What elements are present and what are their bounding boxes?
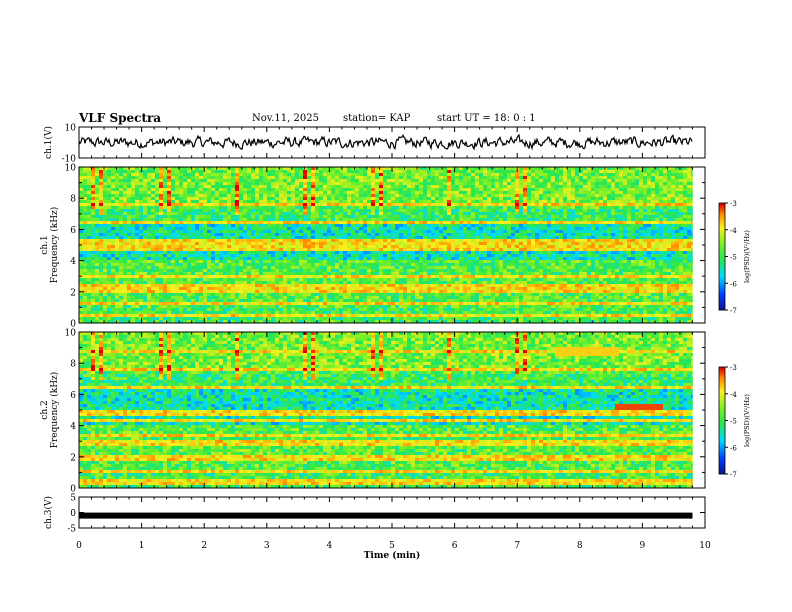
xaxis-tick-label: 8 xyxy=(577,541,583,551)
ch1-spectrogram-ylabel-channel: ch.1 xyxy=(40,235,50,254)
figure-title: VLF Spectra xyxy=(79,111,162,125)
ch1-spectrogram-image xyxy=(79,167,693,324)
ch2-spectrogram-ylabel-frequency: Frequency (kHz) xyxy=(49,372,60,449)
ch2-spectrogram-colorbar-tick-label: -7 xyxy=(730,471,737,479)
ch1-spectrogram-colorbar-tick-label: -6 xyxy=(730,280,737,288)
ch2-spectrogram-colorbar-tick-label: -4 xyxy=(730,391,737,399)
ch2-spectrogram-ytick-label: 2 xyxy=(70,453,76,463)
xaxis-tick-label: 10 xyxy=(699,541,711,551)
ch1-spectrogram-colorbar-tick-label: -7 xyxy=(730,307,737,315)
station-label: station= KAP xyxy=(343,113,411,124)
ch2-spectrogram-colorbar-tick-label: -6 xyxy=(730,444,737,452)
xaxis-tick-label: 2 xyxy=(201,541,207,551)
xaxis-tick-label: 4 xyxy=(327,541,333,551)
ch1-spectrogram-colorbar-tick-label: -3 xyxy=(730,200,737,208)
date-label: Nov.11, 2025 xyxy=(252,113,319,124)
xaxis-tick-label: 0 xyxy=(76,541,82,551)
ch2-spectrogram-colorbar xyxy=(719,367,725,475)
xaxis-tick-label: 6 xyxy=(452,541,458,551)
ch2-spectrogram-colorbar-tick-label: -3 xyxy=(730,364,737,372)
ch2-spectrogram-colorbar-tick-label: -5 xyxy=(730,418,737,426)
ch2-spectrogram-image xyxy=(79,332,693,489)
ch1-spectrogram-colorbar xyxy=(719,203,725,311)
ch1-waveform-trace xyxy=(78,133,693,151)
ch1-spectrogram-ytick-label: 2 xyxy=(70,288,76,298)
ch1-spectrogram-ytick-label: 10 xyxy=(65,164,77,174)
ch2-spectrogram-colorbar-label: log(PSD)(V²/Hz) xyxy=(743,394,751,447)
ch1-spectrogram-ytick-label: 0 xyxy=(70,320,76,330)
ch1-spectrogram-ytick-label: 4 xyxy=(70,257,76,267)
start-time-label: start UT = 18: 0 : 1 xyxy=(437,113,536,124)
ch1-spectrogram-colorbar-tick-label: -5 xyxy=(730,254,737,262)
ch3-waveform-ytick-label: 0 xyxy=(70,509,76,519)
xaxis-tick-label: 3 xyxy=(264,541,270,551)
xaxis-label: Time (min) xyxy=(364,550,421,561)
ch1-spectrogram-ylabel-frequency: Frequency (kHz) xyxy=(49,207,60,284)
ch2-spectrogram-ytick-label: 6 xyxy=(70,391,76,401)
ch3-waveform-ytick-label: -5 xyxy=(67,525,76,535)
ch1-spectrogram-colorbar-label: log(PSD)(V²/Hz) xyxy=(743,230,751,283)
ch1-spectrogram-ytick-label: 6 xyxy=(70,226,76,236)
ch3-waveform-trace xyxy=(79,512,693,519)
ch2-spectrogram-ylabel-channel: ch.2 xyxy=(40,400,50,419)
ch2-spectrogram-ytick-label: 10 xyxy=(65,329,77,339)
xaxis-tick-label: 1 xyxy=(139,541,145,551)
ch3-waveform-ytick-label: 5 xyxy=(70,494,76,504)
xaxis-tick-label: 5 xyxy=(389,541,395,551)
xaxis-tick-label: 9 xyxy=(640,541,646,551)
ch1-waveform-ytick-label: -10 xyxy=(62,155,77,165)
ch2-spectrogram-ytick-label: 0 xyxy=(70,485,76,495)
ch1-waveform-ytick-label: 10 xyxy=(65,124,77,134)
ch2-spectrogram-ytick-label: 8 xyxy=(70,360,76,370)
ch1-spectrogram-ytick-label: 8 xyxy=(70,195,76,205)
ch2-spectrogram-ytick-label: 4 xyxy=(70,422,76,432)
ch3-waveform-ylabel: ch.3(V) xyxy=(43,496,54,529)
ch1-spectrogram-colorbar-tick-label: -4 xyxy=(730,227,737,235)
xaxis-tick-label: 7 xyxy=(514,541,520,551)
ch1-waveform-ylabel: ch.1(V) xyxy=(43,126,54,159)
